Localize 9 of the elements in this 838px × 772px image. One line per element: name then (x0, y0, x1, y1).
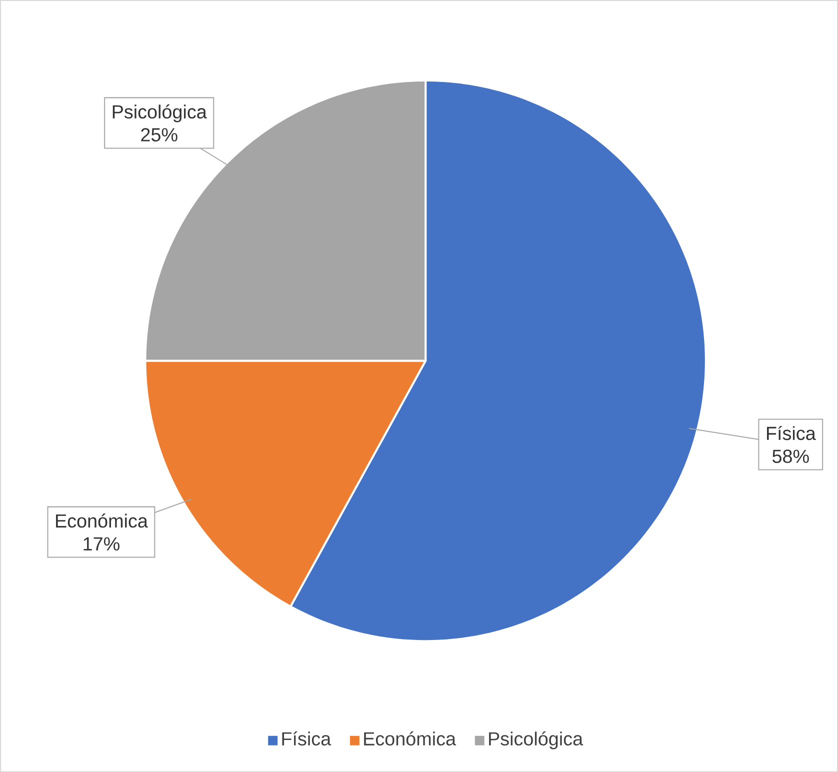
legend-label: Económica (364, 731, 456, 746)
legend-label: Psicológica (489, 731, 584, 750)
data-label: 58% (772, 450, 809, 463)
data-label: 17% (84, 537, 120, 550)
data-label: 25% (141, 128, 178, 142)
slice-label: Psicológica (112, 104, 207, 122)
slice-label: Física (766, 426, 816, 440)
slice-label: Económica (56, 513, 148, 528)
legend-label: Física (282, 731, 332, 746)
